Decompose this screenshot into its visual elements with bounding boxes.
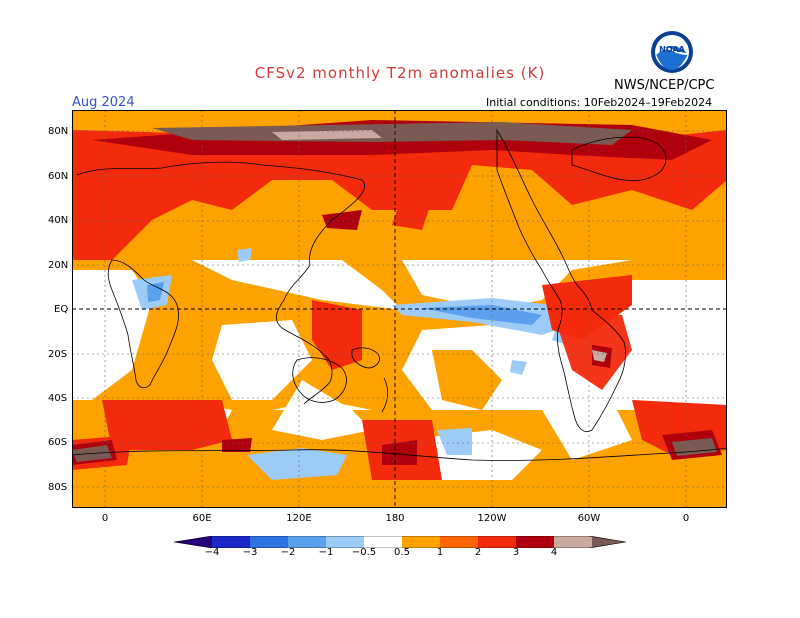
colorbar-label: −3 — [242, 547, 258, 558]
lat-label: 60S — [48, 437, 68, 448]
colorbar-bin — [440, 536, 478, 548]
colorbar-bin — [174, 536, 212, 548]
colorbar-bin — [516, 536, 554, 548]
colorbar-label: 0.5 — [394, 547, 410, 558]
colorbar-bin — [212, 536, 250, 548]
colorbar-label: 3 — [512, 547, 520, 558]
reference-lines — [72, 110, 727, 508]
anomaly-fill-brown — [72, 122, 717, 462]
lon-label: 60W — [577, 513, 601, 524]
colorbar-bin — [554, 536, 592, 548]
colorbar-label: −1 — [318, 547, 334, 558]
agency-label: NWS/NCEP/CPC — [614, 78, 715, 93]
coastlines — [72, 128, 727, 461]
lon-label: 60E — [192, 513, 212, 524]
lat-label: 20N — [48, 260, 69, 271]
colorbar-label: 4 — [550, 547, 558, 558]
colorbar-bin — [592, 536, 626, 548]
lat-label: 80N — [48, 126, 69, 137]
colorbar-label: 2 — [474, 547, 482, 558]
colorbar-bin — [250, 536, 288, 548]
lon-label: 120W — [477, 513, 507, 524]
lat-label: 60N — [48, 171, 69, 182]
lat-label: 40N — [48, 215, 69, 226]
chart-title: CFSv2 monthly T2m anomalies (K) — [254, 64, 546, 82]
lat-label: 40S — [48, 393, 68, 404]
graticule — [72, 110, 727, 508]
lat-label: EQ — [54, 304, 69, 315]
logo-text: NOAA — [659, 45, 685, 54]
initial-conditions-label: Initial conditions: 10Feb2024–19Feb2024 — [486, 96, 713, 109]
lon-label: 0 — [101, 513, 109, 524]
lon-label: 180 — [385, 513, 405, 524]
colorbar-bin — [364, 536, 402, 548]
month-label: Aug 2024 — [72, 95, 135, 110]
noaa-logo-icon: NOAA — [650, 30, 694, 74]
colorbar-label: 1 — [436, 547, 444, 558]
colorbar-bin — [402, 536, 440, 548]
lon-label: 120E — [286, 513, 312, 524]
lat-label: 20S — [48, 349, 68, 360]
colorbar-label: −2 — [280, 547, 296, 558]
colorbar-label: −0.5 — [351, 547, 377, 558]
colorbar-bin — [288, 536, 326, 548]
colorbar-bin — [478, 536, 516, 548]
map-frame — [72, 110, 727, 508]
colorbar-bin — [326, 536, 364, 548]
lon-label: 0 — [682, 513, 690, 524]
lat-label: 80S — [48, 482, 68, 493]
colorbar — [174, 536, 626, 548]
colorbar-label: −4 — [204, 547, 220, 558]
anomaly-map — [72, 110, 727, 508]
